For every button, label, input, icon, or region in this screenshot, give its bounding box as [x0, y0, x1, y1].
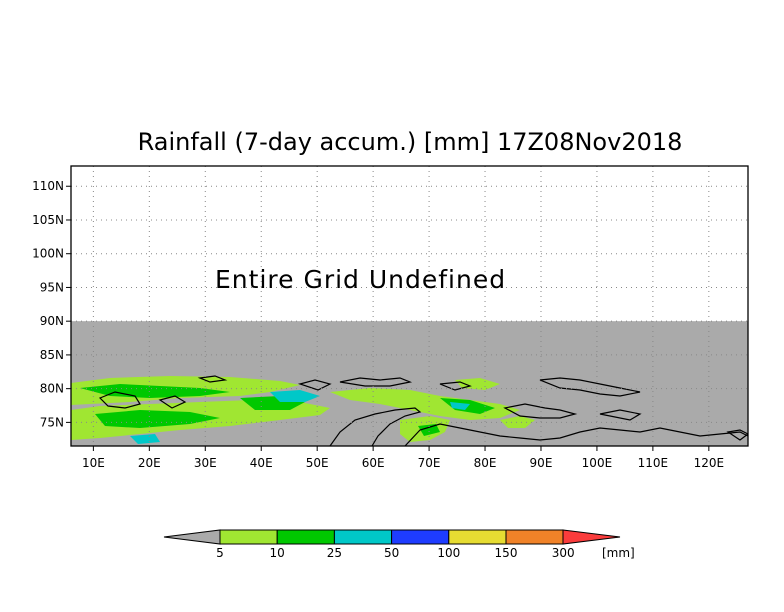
colorbar-bin — [219, 529, 278, 545]
lon-label: 40E — [250, 456, 273, 470]
rainfall-patch-10-25mm — [80, 384, 230, 398]
colorbar-tick-label: 100 — [437, 546, 460, 560]
lon-label: 30E — [194, 456, 217, 470]
colorbar-tick-label: 150 — [495, 546, 518, 560]
coastline-mainland — [404, 423, 748, 446]
lon-label: 120E — [694, 456, 725, 470]
colorbar-bin — [448, 529, 507, 545]
rainfall-fields — [71, 376, 535, 444]
colorbar-above-triangle — [562, 529, 621, 545]
lon-label: 100E — [582, 456, 613, 470]
colorbar-bin — [276, 529, 335, 545]
map-plot-area: 110N 105N 100N 95N 90N 85N 80N 75N 10E 20E 30E 40E… — [32, 165, 749, 470]
coastline-island — [439, 381, 472, 391]
coastline-island — [297, 379, 332, 391]
rainfall-patch-10-25mm — [95, 410, 220, 428]
coastlines — [98, 375, 748, 446]
colorbar-tick-label: 50 — [384, 546, 399, 560]
latitude-labels: 110N 105N 100N 95N 90N 85N 80N 75N — [32, 179, 64, 429]
colorbar-bin — [333, 529, 393, 545]
lat-label: 85N — [40, 348, 64, 362]
graticule — [66, 166, 748, 451]
colorbar-bin — [505, 529, 564, 545]
colorbar-bin — [391, 529, 450, 545]
lat-label: 110N — [32, 179, 64, 193]
lat-label: 80N — [40, 382, 64, 396]
colorbar-below-triangle — [163, 529, 221, 545]
map-title: Rainfall (7-day accum.) [mm] 17Z08Nov201… — [137, 128, 683, 156]
coastline-island — [599, 409, 642, 421]
rainfall-patch-25-50mm — [450, 402, 470, 410]
colorbar-legend: 5 10 25 50 100 150 300 [mm] — [163, 529, 635, 560]
undefined-grid-message: Entire Grid Undefined — [215, 265, 506, 294]
colorbar-tick-label: 300 — [552, 546, 575, 560]
coastline-island — [197, 375, 228, 383]
longitude-labels: 10E 20E 30E 40E 50E 60E 70E 80E 90E 100E 110E 120E — [82, 456, 724, 470]
lat-label: 95N — [40, 280, 64, 294]
colorbar-labels: 5 10 25 50 100 150 300 — [216, 546, 574, 560]
lat-label: 105N — [32, 213, 64, 227]
rainfall-patch-25-50mm — [270, 390, 320, 402]
lon-label: 110E — [638, 456, 669, 470]
map-frame — [70, 165, 749, 447]
coastline-mainland — [329, 407, 422, 446]
lat-label: 100N — [32, 247, 64, 261]
coastline-island — [726, 429, 748, 441]
lon-label: 60E — [362, 456, 385, 470]
lon-label: 20E — [138, 456, 161, 470]
lon-label: 70E — [418, 456, 441, 470]
lon-label: 10E — [82, 456, 105, 470]
lon-label: 90E — [530, 456, 553, 470]
lat-label: 90N — [40, 314, 64, 328]
lon-label: 80E — [474, 456, 497, 470]
coastline-island — [539, 377, 641, 397]
coastline-island — [98, 391, 141, 409]
colorbar-units: [mm] — [602, 546, 635, 560]
rainfall-patch-5-10mm — [500, 416, 535, 428]
lat-label: 75N — [40, 415, 64, 429]
colorbar-tick-label: 5 — [216, 546, 224, 560]
lon-label: 50E — [306, 456, 329, 470]
coastline-island — [503, 403, 578, 419]
coastline-island — [339, 377, 413, 387]
colorbar-tick-label: 10 — [270, 546, 285, 560]
rainfall-patch-10-25mm — [418, 424, 440, 436]
rainfall-patch-25-50mm — [130, 434, 160, 444]
colorbar-tick-label: 25 — [327, 546, 342, 560]
coastline-island — [158, 395, 187, 409]
colorbar-bins — [219, 529, 564, 545]
